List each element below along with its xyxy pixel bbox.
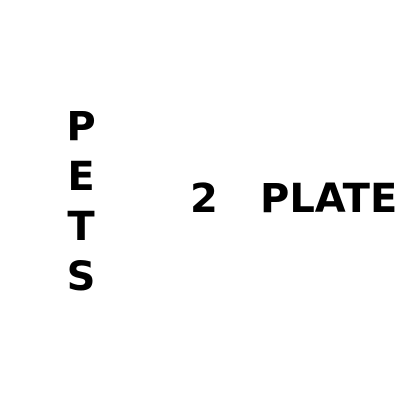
number-label: 2 <box>190 176 218 222</box>
vertical-word-pets: P E T S <box>60 102 102 302</box>
vertical-letter: S <box>66 254 96 300</box>
vertical-letter: P <box>66 104 96 150</box>
horizontal-word-plate: PLATE <box>260 176 398 222</box>
vertical-letter: T <box>67 204 95 250</box>
vertical-letter: E <box>67 154 95 200</box>
